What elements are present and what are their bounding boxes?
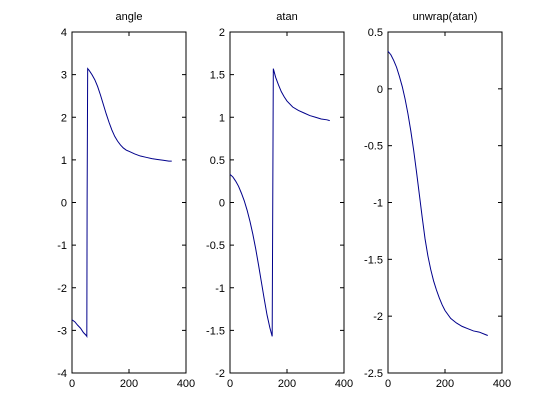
x-tick-label: 400	[177, 378, 195, 390]
y-tick-label: -1	[373, 198, 383, 210]
y-tick-label: -0.5	[206, 240, 225, 252]
x-tick-label: 200	[436, 378, 454, 390]
subplot-title: atan	[276, 11, 297, 23]
subplot-atan: atan 0 200 400 -2 -1.5 -1 -0.5 0 0.5 1 1.5 2	[206, 11, 353, 390]
y-tick-label: -1.5	[364, 254, 383, 266]
x-tick-label: 200	[120, 378, 138, 390]
y-tick-label: -1.5	[206, 325, 225, 337]
y-tick-label: 3	[61, 70, 67, 82]
y-tick-label: -0.5	[364, 141, 383, 153]
y-tick-label: -4	[57, 368, 67, 380]
x-tick-label: 0	[69, 378, 75, 390]
y-tick-label: -3	[57, 325, 67, 337]
y-tick-label: 2	[61, 112, 67, 124]
y-tick-label: -2	[373, 311, 383, 323]
x-tick-label: 400	[493, 378, 511, 390]
y-tick-label: -1	[215, 283, 225, 295]
y-tick-label: 0.5	[368, 27, 383, 39]
series-line	[387, 50, 488, 336]
y-tick-label: 0.5	[210, 155, 225, 167]
subplot-unwrap-atan: unwrap(atan) 0 200 400 -2.5 -2 -1.5 -1 -0.5 0 0.5	[364, 11, 511, 390]
x-tick-label: 400	[335, 378, 353, 390]
y-tick-label: -2.5	[364, 368, 383, 380]
tick-group: 0 200 400 -4 -3 -2 -1 0 1 2 3 4	[57, 27, 195, 390]
y-tick-label: 1	[219, 112, 225, 124]
x-tick-label: 0	[227, 378, 233, 390]
x-tick-label: 0	[385, 378, 391, 390]
subplot-title: unwrap(atan)	[413, 11, 478, 23]
y-tick-label: 4	[61, 27, 67, 39]
y-tick-label: 0	[61, 198, 67, 210]
series-group	[71, 67, 172, 338]
y-tick-label: 0	[377, 84, 383, 96]
subplot-title: angle	[116, 11, 143, 23]
y-tick-label: -1	[57, 240, 67, 252]
plot-area	[387, 31, 503, 374]
tick-group: 0 200 400 -2 -1.5 -1 -0.5 0 0.5 1 1.5 2	[206, 27, 353, 390]
series-group	[387, 50, 488, 336]
plot-area	[71, 31, 187, 374]
tick-group: 0 200 400 -2.5 -2 -1.5 -1 -0.5 0 0.5	[364, 27, 511, 390]
y-tick-label: -2	[215, 368, 225, 380]
y-tick-label: 2	[219, 27, 225, 39]
y-tick-label: 1	[61, 155, 67, 167]
y-tick-label: 0	[219, 198, 225, 210]
series-line	[71, 67, 172, 338]
subplot-angle: angle 0 200 400 -4 -3 -2 -1 0 1 2 3 4	[57, 11, 195, 390]
plot-area	[229, 31, 345, 374]
x-tick-label: 200	[278, 378, 296, 390]
y-tick-label: -2	[57, 283, 67, 295]
series-line	[229, 68, 330, 337]
y-tick-label: 1.5	[210, 70, 225, 82]
series-group	[229, 68, 330, 337]
